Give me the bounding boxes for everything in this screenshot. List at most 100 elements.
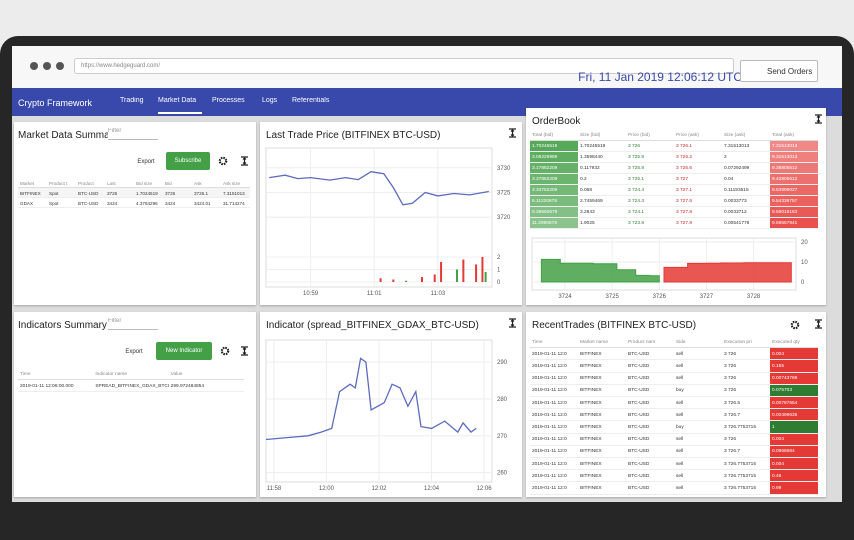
table-cell: 3 727.1 (674, 185, 722, 196)
table-cell: 0.00787654 (770, 397, 818, 410)
nav-active-underline (158, 112, 202, 114)
new-indicator-button[interactable]: New Indicator (156, 342, 212, 360)
table-cell: 0.075703 (770, 384, 818, 397)
table-cell: 3424 (163, 198, 192, 208)
y-tick-label: 20 (801, 240, 808, 246)
subscribe-button[interactable]: Subscribe (166, 152, 210, 170)
table-cell: 2019-01-11 12:0 (530, 409, 578, 422)
x-tick-label: 12:02 (371, 486, 387, 492)
volume-bar (405, 280, 408, 282)
table-cell: 3726 (163, 188, 192, 198)
table-cell: 3 724.3 (626, 196, 674, 207)
table-cell: 3726.1 (192, 188, 221, 198)
table-cell: BTC-USD (626, 348, 674, 361)
table-cell: 3 726 (722, 385, 770, 397)
table-cell: 0.0033773 (722, 196, 770, 207)
table-cell: 0.2 (578, 174, 626, 185)
table-cell: sell (674, 446, 722, 458)
table-cell: 3 726.7 (722, 409, 770, 422)
table-cell: 0.11193515 (722, 185, 770, 196)
table-cell: BITFINEX (578, 397, 626, 410)
table-cell: 4.3764296 (134, 198, 163, 208)
window-dot (43, 62, 51, 70)
table-cell: 3 726.7753715 (722, 421, 770, 434)
table-cell: 3 727.8 (674, 207, 722, 218)
table-cell: 2 (722, 152, 770, 163)
table-cell: 2019-01-11 12:0 (530, 348, 578, 361)
nav-item[interactable]: Referentials (292, 97, 330, 104)
table-cell: BITFINEX (578, 421, 626, 434)
table-cell: 0.004 (770, 433, 818, 446)
table-cell: sell (674, 409, 722, 422)
sort-icon (509, 318, 516, 328)
table-cell: 0.04 (722, 174, 770, 185)
panel: Last Trade Price (BITFINEX BTC-USD) 3720 3… (260, 122, 522, 305)
table-cell: 0.117932 (578, 163, 626, 174)
table-cell: 3 726.2 (674, 152, 722, 163)
table-cell: sell (674, 348, 722, 361)
export-button[interactable]: Export (125, 349, 143, 355)
table-header: Size (bid) (578, 130, 626, 141)
chart: 260 270 280 290 11:58 12:00 12:02 12:04 12:06 (265, 339, 508, 492)
table-cell: 2019-01-11 12:0 (530, 458, 578, 471)
table-cell: BITFINEX (578, 470, 626, 483)
x-tick-label: 12:04 (424, 486, 440, 492)
table-cell: 3424.01 (192, 198, 221, 208)
depth-area (540, 258, 660, 283)
plot-border (531, 237, 797, 291)
y-tick-label: 3720 (497, 215, 511, 221)
y-tick-label: 280 (497, 397, 508, 403)
table-cell: 0.068 (578, 185, 626, 196)
filter-input[interactable]: Filter (108, 318, 158, 330)
x-tick-label: 3728 (747, 294, 761, 300)
table-cell: Spot (47, 188, 76, 198)
table-cell: BTC-USD (76, 198, 105, 208)
table-cell: 9.54336757 (770, 196, 818, 207)
table-cell: 3 726.5 (722, 397, 770, 410)
table-cell: 2019-01-11 12:0 (530, 397, 578, 410)
table-cell: 3 726 (722, 360, 770, 373)
table-cell: 3.2843 (578, 207, 626, 218)
chart: 3720 3725 3730 10:59 11:01 11:03 0 1 2 (265, 147, 511, 297)
panel-title: Indicators Summary (18, 320, 107, 331)
sort-icon (815, 114, 822, 124)
y-tick-label: 260 (497, 471, 508, 477)
table-cell: BTC-USD (626, 421, 674, 434)
export-button[interactable]: Export (137, 159, 155, 165)
line-series (265, 357, 477, 441)
sort-icon-shape (241, 156, 248, 166)
table-cell: 299.972484854 (168, 380, 244, 392)
panel-title: Market Data Summary (18, 130, 108, 141)
table-cell: 3726 (105, 188, 134, 198)
nav-item[interactable]: Trading (120, 97, 144, 104)
table-cell: BITFINEX (578, 446, 626, 458)
y2-tick-label: 0 (497, 280, 501, 286)
panel-title: OrderBook (532, 116, 581, 127)
table-cell: BITFINEX (578, 385, 626, 397)
table-cell: BTC-USD (626, 409, 674, 422)
nav-item[interactable]: Processes (212, 97, 245, 104)
table-cell: sell (674, 470, 722, 483)
x-tick-label: 3725 (605, 294, 619, 300)
y-tick-label: 270 (497, 434, 508, 440)
table-cell: 3 724.4 (626, 185, 674, 196)
x-tick-label: 12:06 (477, 486, 493, 492)
sort-icon-shape (815, 114, 822, 124)
volume-bar (484, 272, 487, 282)
table-cell: BTC-USD (626, 482, 674, 495)
table-cell: 2019-01-11 12:0 (530, 421, 578, 434)
nav-item[interactable]: Market Data (158, 97, 197, 104)
table-cell: 3 726.7753715 (722, 482, 770, 495)
table-header: Market (18, 178, 47, 188)
depth-area (663, 262, 792, 283)
nav-item[interactable]: Logs (262, 97, 278, 104)
table-cell: sell (674, 458, 722, 471)
table-cell: 0.07292499 (722, 163, 770, 174)
sort-icon (241, 156, 248, 166)
gear-icon-shape (218, 156, 228, 166)
volume-bar (475, 264, 478, 282)
table-cell: 0.99 (770, 482, 818, 495)
table-header: Execution pri (722, 336, 770, 349)
send-orders-button[interactable]: Send Orders (740, 60, 818, 82)
filter-input[interactable]: Filter (108, 128, 158, 140)
